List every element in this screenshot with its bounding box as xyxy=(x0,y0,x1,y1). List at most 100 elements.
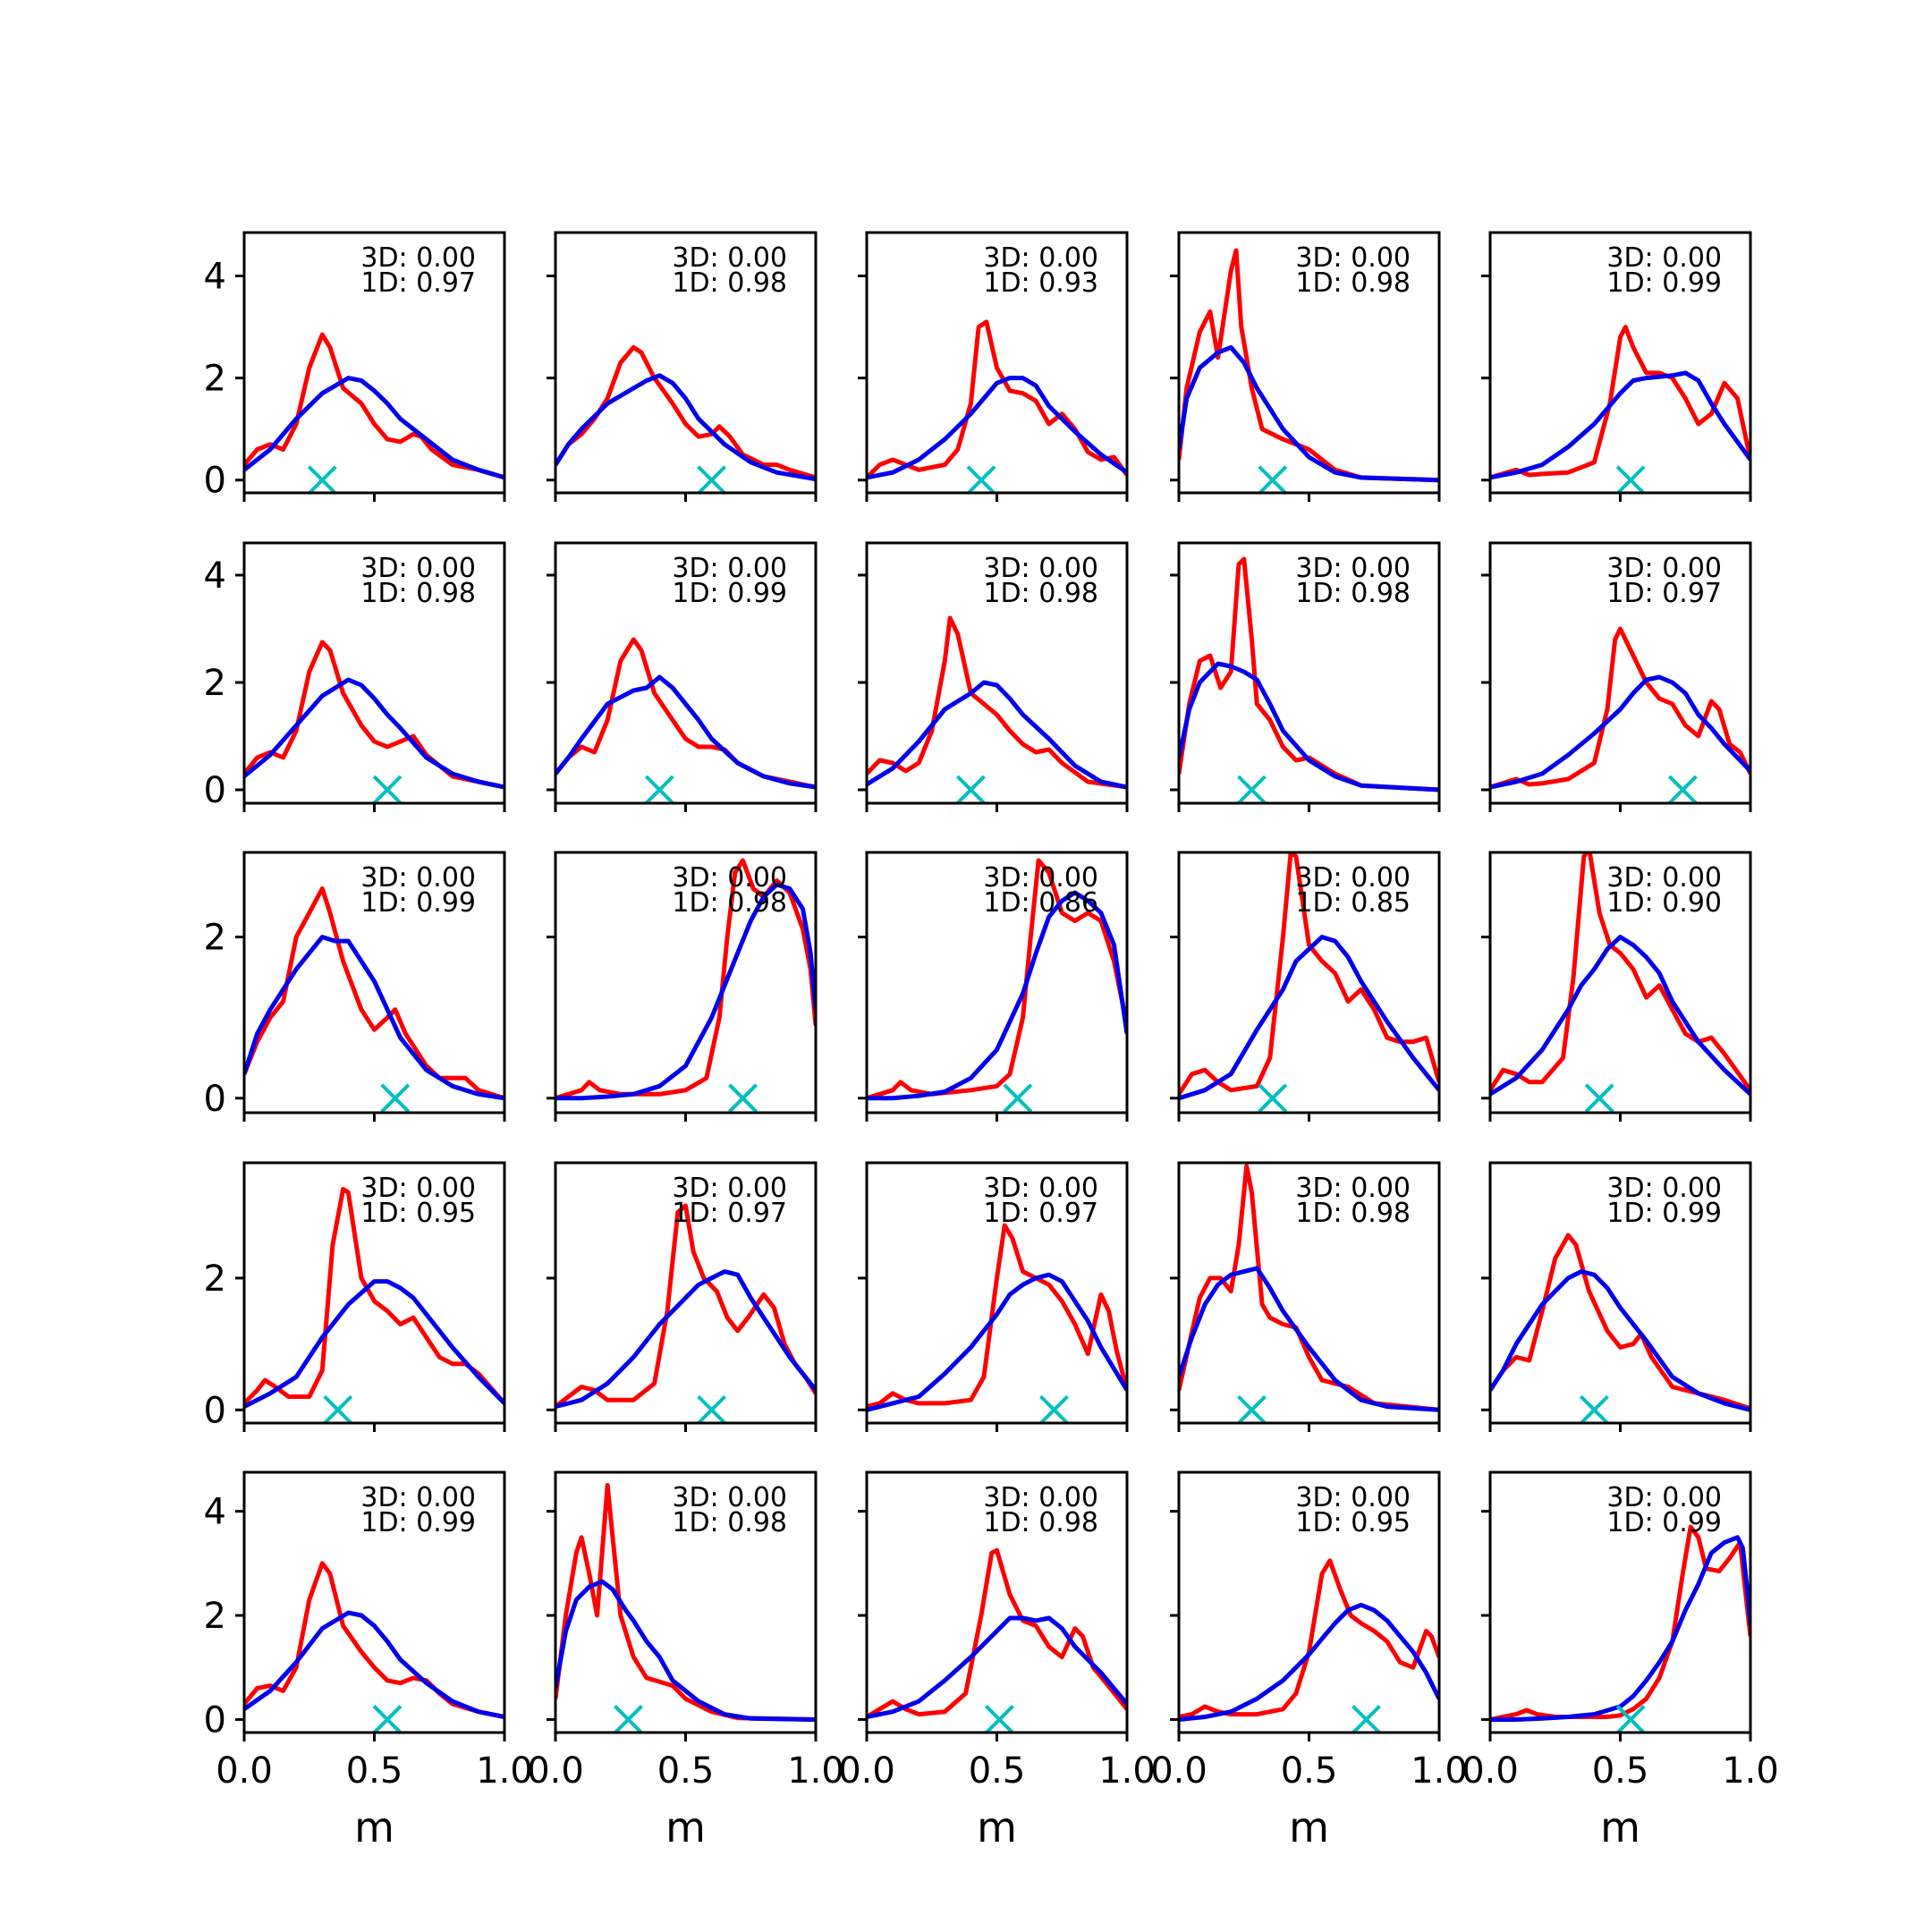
blue-density-line xyxy=(867,1272,1127,1412)
cyan-x-marker xyxy=(1237,775,1267,805)
annotation-1d: 1D: 0.99 xyxy=(672,578,787,609)
y-tick-label: 0 xyxy=(204,1079,226,1120)
red-density-line xyxy=(1179,556,1439,792)
annotation-3d: 3D: 0.00 xyxy=(1295,1482,1411,1513)
blue-density-line xyxy=(555,1269,816,1410)
red-density-line xyxy=(244,1187,504,1405)
x-tick-label: 1.0 xyxy=(476,1750,533,1792)
cyan-x-marker xyxy=(323,1394,353,1425)
annotation-3d: 3D: 0.00 xyxy=(360,862,476,894)
blue-density-line xyxy=(244,376,504,480)
x-tick-label: 1.0 xyxy=(787,1750,844,1792)
cyan-x-marker xyxy=(1237,1394,1267,1425)
cyan-x-marker xyxy=(697,1394,727,1425)
blue-density-line xyxy=(244,1279,504,1409)
y-tick-label: 4 xyxy=(204,257,226,298)
annotation-1d: 1D: 0.95 xyxy=(1295,1507,1411,1538)
cyan-x-marker xyxy=(1667,775,1698,805)
red-density-line xyxy=(867,858,1127,1101)
cyan-x-marker xyxy=(1615,465,1646,496)
annotation-1d: 1D: 0.99 xyxy=(360,1507,476,1538)
blue-density-line xyxy=(1490,674,1750,790)
blue-density-line xyxy=(555,674,816,790)
annotation-1d: 1D: 0.98 xyxy=(672,887,787,919)
x-tick-label: 0.5 xyxy=(657,1750,715,1792)
annotation-1d: 1D: 0.99 xyxy=(1606,1198,1722,1229)
cyan-x-marker xyxy=(372,1705,402,1734)
annotation-3d: 3D: 0.00 xyxy=(1606,242,1722,274)
annotation-3d: 3D: 0.00 xyxy=(672,242,787,274)
annotation-1d: 1D: 0.90 xyxy=(1606,887,1722,919)
y-tick-label: 0 xyxy=(204,770,226,811)
x-tick-label: 0.0 xyxy=(1462,1750,1519,1792)
annotation-3d: 3D: 0.00 xyxy=(1606,862,1722,894)
x-tick-label: 1.0 xyxy=(1098,1750,1156,1792)
cyan-x-marker xyxy=(1258,1083,1288,1114)
annotation-3d: 3D: 0.00 xyxy=(983,1482,1098,1513)
annotation-3d: 3D: 0.00 xyxy=(360,1173,476,1204)
annotation-3d: 3D: 0.00 xyxy=(1606,1173,1722,1204)
annotation-1d: 1D: 0.93 xyxy=(983,267,1098,299)
x-tick-label: 0.5 xyxy=(346,1750,403,1792)
red-density-line xyxy=(244,332,504,480)
blue-density-line xyxy=(1490,1535,1750,1722)
annotation-3d: 3D: 0.00 xyxy=(672,1482,787,1513)
x-tick-label: 0.0 xyxy=(527,1750,584,1792)
blue-density-line xyxy=(244,935,504,1101)
red-density-line xyxy=(555,1483,816,1722)
y-tick-label: 2 xyxy=(204,663,226,704)
annotation-1d: 1D: 0.97 xyxy=(1606,578,1722,609)
y-tick-label: 0 xyxy=(204,1390,226,1431)
x-tick-label: 0.5 xyxy=(1281,1750,1338,1792)
red-density-line xyxy=(1179,852,1439,1096)
cyan-x-marker xyxy=(728,1083,758,1114)
annotation-1d: 1D: 0.98 xyxy=(672,1507,787,1538)
red-density-line xyxy=(867,319,1127,479)
cyan-x-marker xyxy=(614,1705,643,1734)
blue-density-line xyxy=(867,680,1127,790)
annotation-1d: 1D: 0.98 xyxy=(983,578,1098,609)
red-density-line xyxy=(1490,325,1750,480)
x-axis-label: m xyxy=(977,1803,1017,1852)
blue-density-line xyxy=(867,376,1127,480)
annotation-1d: 1D: 0.98 xyxy=(672,267,787,299)
y-tick-label: 4 xyxy=(204,1492,226,1533)
x-axis-label: m xyxy=(1600,1803,1640,1852)
x-tick-label: 0.5 xyxy=(1592,1750,1649,1792)
blue-density-line xyxy=(244,677,504,790)
cyan-x-marker xyxy=(984,1705,1014,1734)
x-tick-label: 1.0 xyxy=(1411,1750,1468,1792)
annotation-1d: 1D: 0.97 xyxy=(983,1198,1098,1229)
cyan-x-marker xyxy=(1003,1083,1033,1114)
x-axis-label: m xyxy=(665,1803,706,1852)
annotation-3d: 3D: 0.00 xyxy=(1606,1482,1722,1513)
annotation-3d: 3D: 0.00 xyxy=(672,553,787,584)
cyan-x-marker xyxy=(1615,1705,1646,1734)
annotation-3d: 3D: 0.00 xyxy=(1295,242,1411,274)
annotation-1d: 1D: 0.98 xyxy=(360,578,476,609)
cyan-x-marker xyxy=(380,1083,411,1114)
annotation-1d: 1D: 0.86 xyxy=(983,887,1098,919)
annotation-3d: 3D: 0.00 xyxy=(1606,553,1722,584)
x-tick-label: 1.0 xyxy=(1722,1750,1779,1792)
annotation-1d: 1D: 0.98 xyxy=(1295,267,1411,299)
blue-density-line xyxy=(1179,1602,1439,1722)
red-density-line xyxy=(1490,1524,1750,1722)
blue-density-line xyxy=(555,373,816,482)
annotation-3d: 3D: 0.00 xyxy=(983,553,1098,584)
annotation-1d: 1D: 0.99 xyxy=(1606,1507,1722,1538)
